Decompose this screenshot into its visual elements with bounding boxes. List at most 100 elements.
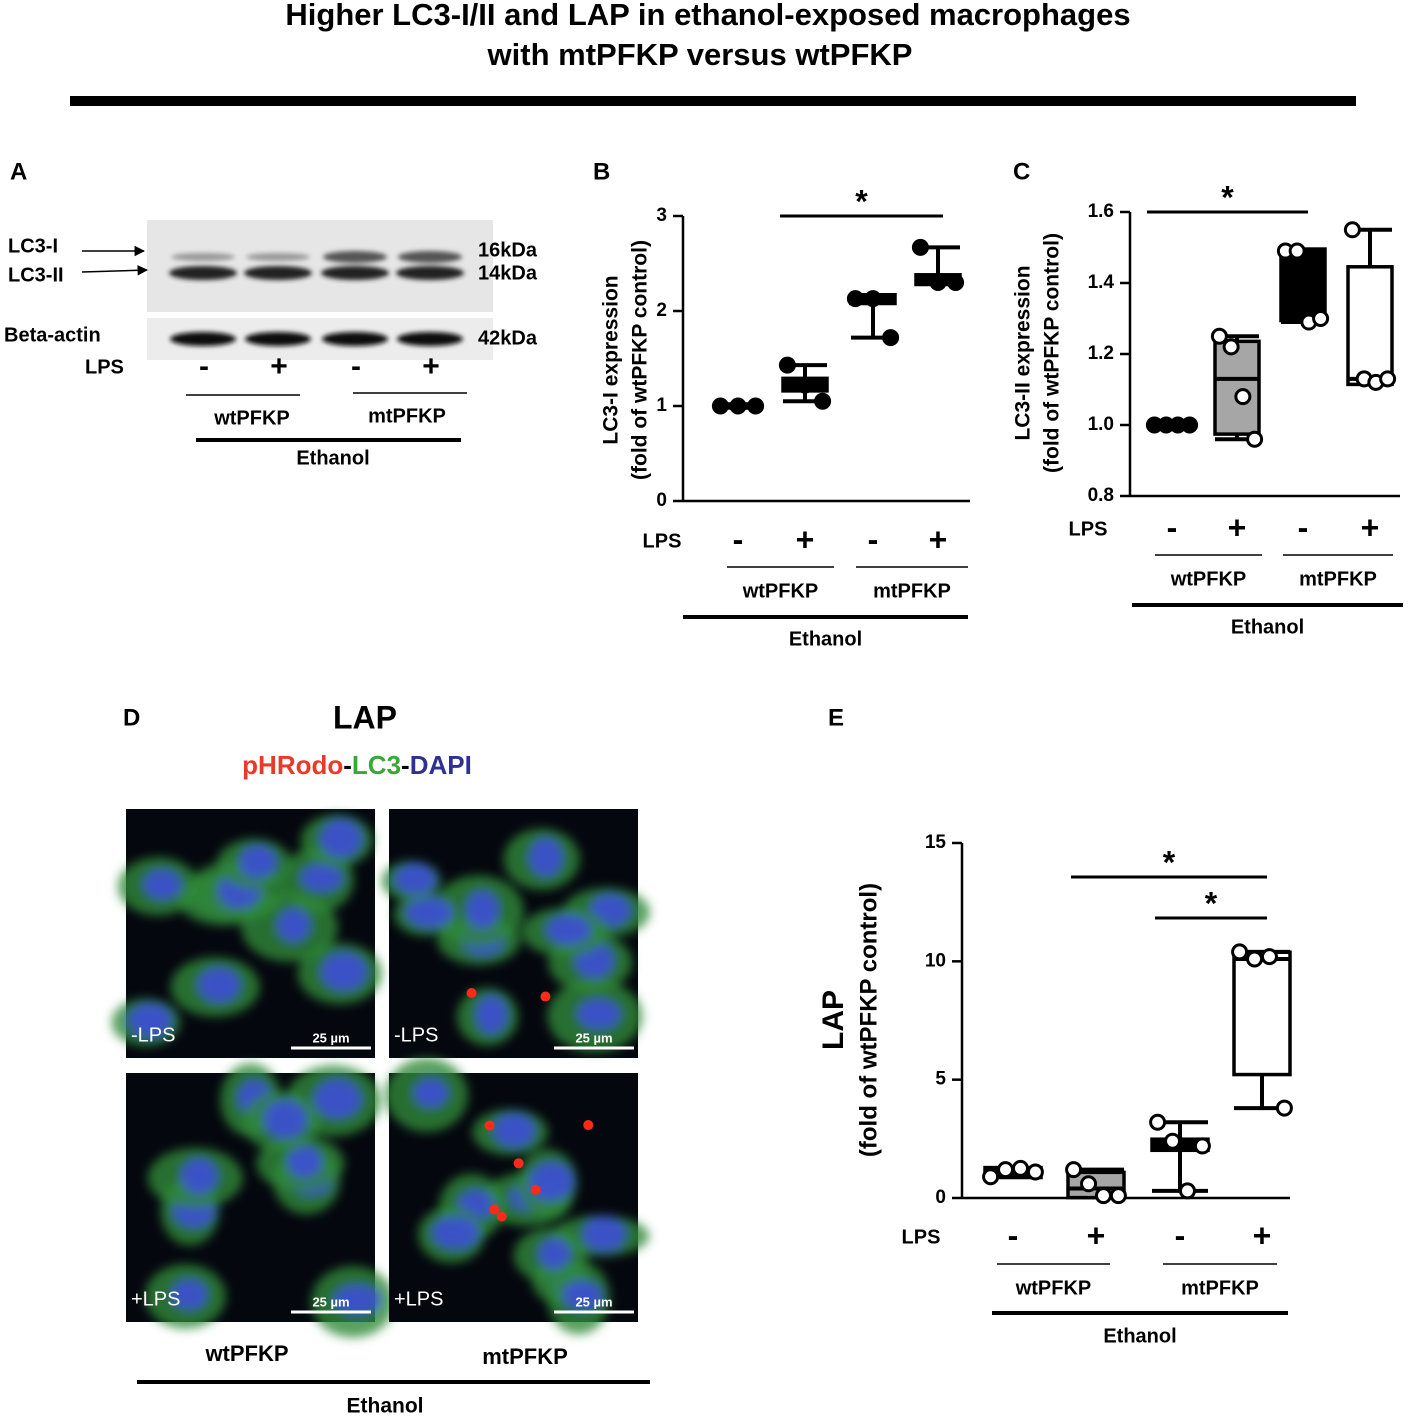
nucleus	[562, 1280, 603, 1311]
data-point	[1246, 430, 1264, 448]
nucleus	[197, 967, 241, 1003]
y-tick-label: 1.0	[1088, 414, 1114, 435]
phrodo-spot	[583, 1120, 594, 1131]
group-label: mtPFKP	[368, 405, 446, 427]
title-line: Higher LC3-I/II and LAP in ethanol-expos…	[285, 0, 1130, 32]
box	[1346, 265, 1394, 387]
y-tick-label: 1.4	[1088, 272, 1115, 293]
y-tick-label: 1.6	[1088, 201, 1114, 222]
micrographs: -LPS 25 µm -LPS 25 µm +LPS 25 µm +LPS 25 µm	[111, 809, 650, 1338]
box	[1279, 247, 1327, 323]
y-axis-label: (fold of wtPFKP control)	[855, 883, 882, 1157]
y-tick-label: 0	[935, 1187, 946, 1208]
nucleus	[313, 1079, 362, 1119]
condition-label: -LPS	[394, 1024, 438, 1046]
nucleus	[582, 1216, 627, 1252]
band	[398, 251, 462, 263]
y-tick-label: 0.8	[1088, 485, 1114, 506]
cells	[111, 814, 383, 1047]
phrodo-spot	[484, 1120, 495, 1131]
scale-label: 25 µm	[575, 1294, 612, 1309]
band	[171, 253, 235, 261]
band	[321, 266, 389, 280]
nucleus	[171, 1279, 208, 1310]
nucleus	[413, 1078, 449, 1108]
data-point	[1080, 1175, 1098, 1193]
blot-bands	[169, 251, 464, 346]
stain-part: -	[343, 750, 352, 780]
lps-sign: -	[351, 350, 361, 383]
y-tick-label: 15	[925, 832, 947, 853]
lps-sign: -	[1167, 509, 1178, 545]
data-point	[1193, 1137, 1211, 1155]
data-point	[882, 329, 900, 347]
band	[169, 266, 237, 280]
cells	[145, 1063, 395, 1338]
nucleus	[492, 1113, 536, 1148]
group-label: wtPFKP	[1170, 568, 1247, 590]
group-label: wtPFKP	[742, 580, 819, 602]
data-point	[1288, 242, 1306, 260]
band	[245, 332, 311, 346]
lps-sign: +	[796, 521, 815, 557]
y-tick-label: 3	[656, 205, 667, 226]
data-point	[997, 1161, 1015, 1179]
x-label: LPS	[1069, 518, 1108, 540]
y-tick-label: 10	[925, 950, 946, 971]
data-point	[1094, 1187, 1112, 1205]
data-point	[1312, 310, 1330, 327]
data-point	[1222, 338, 1240, 356]
title-line: with mtPFKP versus wtPFKP	[487, 37, 913, 72]
group-label: mtPFKP	[482, 1344, 568, 1369]
cells	[385, 1057, 650, 1335]
nucleus	[180, 1158, 219, 1194]
data-point	[929, 274, 947, 291]
data-point	[1109, 1187, 1127, 1205]
lps-sign: +	[270, 350, 288, 383]
y-axis-label: LC3-II expression	[1012, 265, 1035, 440]
phrodo-spot	[530, 1184, 541, 1195]
y-tick-label: 1.2	[1088, 343, 1114, 364]
stain-part: DAPI	[410, 750, 472, 780]
condition-label: +LPS	[131, 1288, 180, 1310]
y-axis-label: LAP	[817, 990, 850, 1050]
lps-sign: +	[1361, 509, 1380, 545]
condition-label: +LPS	[394, 1288, 443, 1310]
group-label: wtPFKP	[1015, 1277, 1092, 1299]
nucleus	[465, 890, 500, 929]
phrodo-spot	[540, 991, 551, 1002]
y-tick-label: 0	[656, 490, 667, 511]
data-point	[1210, 327, 1228, 345]
data-point	[1379, 370, 1397, 388]
nucleus	[405, 897, 454, 928]
panel-label: C	[1013, 158, 1030, 185]
data-point	[778, 356, 796, 374]
y-axis-label: LC3-I expression	[600, 275, 623, 444]
cells	[381, 828, 650, 1053]
lps-sign: -	[1298, 509, 1309, 545]
significance-label: *	[855, 183, 868, 219]
nucleus	[545, 914, 592, 946]
stain-legend: pHRodo-LC3-DAPI	[242, 750, 472, 780]
y-tick-label: 1	[656, 395, 667, 416]
band	[322, 332, 388, 346]
data-point	[1065, 1161, 1083, 1179]
treatment-label: Ethanol	[789, 628, 862, 650]
data-point	[1246, 950, 1264, 968]
band	[170, 332, 236, 346]
y-axis-label: (fold of wtPFKP control)	[629, 240, 652, 480]
group-label: wtPFKP	[213, 407, 290, 429]
x-label: LPS	[902, 1226, 941, 1248]
lps-sign: +	[1087, 1217, 1106, 1253]
band-label: LC3-I	[8, 235, 58, 257]
condition-label: -LPS	[131, 1024, 175, 1046]
box	[1232, 950, 1292, 1077]
data-point	[911, 238, 929, 256]
lps-sign: -	[1008, 1217, 1019, 1253]
stain-part: LC3	[352, 750, 401, 780]
data-point	[1026, 1163, 1044, 1181]
data-point	[814, 392, 832, 410]
lps-sign: +	[1253, 1217, 1272, 1253]
panel-label: E	[828, 704, 844, 731]
